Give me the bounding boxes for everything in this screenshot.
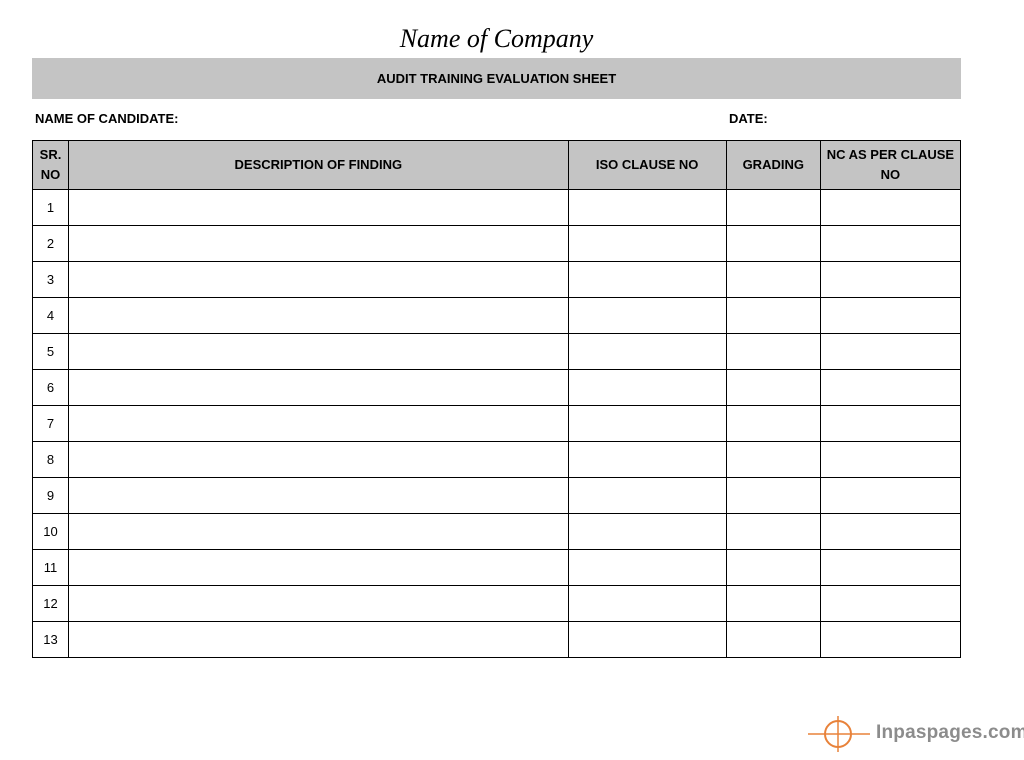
cell-iso-clause xyxy=(567,369,727,406)
header-sr-no: SR. NO xyxy=(31,140,70,190)
cell-sr-no: 3 xyxy=(31,261,70,298)
table-row: 1 xyxy=(31,189,962,226)
table-row: 2 xyxy=(31,225,962,262)
header-nc-line2: NO xyxy=(880,167,901,182)
cell-iso-clause xyxy=(567,441,727,478)
cell-grading xyxy=(725,333,821,370)
header-iso-clause: ISO CLAUSE NO xyxy=(567,140,727,190)
cell-sr-no: 5 xyxy=(31,333,70,370)
cell-sr-no: 12 xyxy=(31,585,70,622)
cell-grading xyxy=(725,585,821,622)
cell-iso-clause xyxy=(567,333,727,370)
cell-sr-no: 8 xyxy=(31,441,70,478)
cell-description xyxy=(68,513,569,550)
cell-nc-clause xyxy=(819,261,962,298)
cell-description xyxy=(68,549,569,586)
cell-sr-no: 13 xyxy=(31,621,70,658)
sheet-title-bar: AUDIT TRAINING EVALUATION SHEET xyxy=(32,58,961,99)
cell-nc-clause xyxy=(819,369,962,406)
cell-sr-no: 4 xyxy=(31,297,70,334)
cell-description xyxy=(68,333,569,370)
cell-iso-clause xyxy=(567,261,727,298)
cell-description xyxy=(68,621,569,658)
cell-description xyxy=(68,189,569,226)
cell-iso-clause xyxy=(567,549,727,586)
header-sr-line2: NO xyxy=(40,167,61,182)
cell-sr-no: 1 xyxy=(31,189,70,226)
table-row: 8 xyxy=(31,441,962,478)
cell-nc-clause xyxy=(819,621,962,658)
cell-sr-no: 2 xyxy=(31,225,70,262)
cell-description xyxy=(68,441,569,478)
cell-nc-clause xyxy=(819,333,962,370)
cell-iso-clause xyxy=(567,297,727,334)
cell-description xyxy=(68,225,569,262)
header-sr-line1: SR. xyxy=(39,147,62,162)
header-nc-clause: NC AS PER CLAUSE NO xyxy=(819,140,962,190)
cell-sr-no: 10 xyxy=(31,513,70,550)
cell-description xyxy=(68,261,569,298)
cell-grading xyxy=(725,405,821,442)
table-header-row: SR. NO DESCRIPTION OF FINDING ISO CLAUSE… xyxy=(31,140,962,190)
cell-nc-clause xyxy=(819,513,962,550)
watermark-text: Inpaspages.com xyxy=(876,722,1024,743)
cell-grading xyxy=(725,513,821,550)
header-grading: GRADING xyxy=(725,140,821,190)
table-row: 7 xyxy=(31,405,962,442)
table-row: 10 xyxy=(31,513,962,550)
cell-grading xyxy=(725,621,821,658)
cell-grading xyxy=(725,369,821,406)
cell-sr-no: 7 xyxy=(31,405,70,442)
cell-sr-no: 11 xyxy=(31,549,70,586)
header-description: DESCRIPTION OF FINDING xyxy=(68,140,569,190)
table-row: 5 xyxy=(31,333,962,370)
cell-description xyxy=(68,477,569,514)
cell-iso-clause xyxy=(567,189,727,226)
cell-nc-clause xyxy=(819,477,962,514)
table-row: 6 xyxy=(31,369,962,406)
findings-table: SR. NO DESCRIPTION OF FINDING ISO CLAUSE… xyxy=(31,140,962,658)
crosshair-icon xyxy=(808,716,870,752)
candidate-name-label: NAME OF CANDIDATE: xyxy=(35,111,179,126)
table-row: 9 xyxy=(31,477,962,514)
watermark-logo: Inpaspages.com xyxy=(806,712,1024,754)
cell-nc-clause xyxy=(819,549,962,586)
cell-description xyxy=(68,585,569,622)
cell-iso-clause xyxy=(567,621,727,658)
table-row: 4 xyxy=(31,297,962,334)
cell-iso-clause xyxy=(567,513,727,550)
header-nc-line1: NC AS PER CLAUSE xyxy=(826,147,955,162)
cell-grading xyxy=(725,549,821,586)
cell-description xyxy=(68,369,569,406)
cell-iso-clause xyxy=(567,405,727,442)
date-label: DATE: xyxy=(729,111,768,126)
cell-nc-clause xyxy=(819,585,962,622)
cell-grading xyxy=(725,261,821,298)
cell-iso-clause xyxy=(567,225,727,262)
cell-nc-clause xyxy=(819,405,962,442)
cell-description xyxy=(68,405,569,442)
cell-grading xyxy=(725,189,821,226)
cell-grading xyxy=(725,441,821,478)
cell-nc-clause xyxy=(819,441,962,478)
cell-description xyxy=(68,297,569,334)
company-name: Name of Company xyxy=(399,24,594,53)
table-row: 13 xyxy=(31,621,962,658)
cell-iso-clause xyxy=(567,477,727,514)
table-row: 11 xyxy=(31,549,962,586)
table-row: 3 xyxy=(31,261,962,298)
table-row: 12 xyxy=(31,585,962,622)
cell-nc-clause xyxy=(819,225,962,262)
cell-nc-clause xyxy=(819,297,962,334)
sheet-title: AUDIT TRAINING EVALUATION SHEET xyxy=(376,71,617,86)
cell-grading xyxy=(725,477,821,514)
cell-sr-no: 6 xyxy=(31,369,70,406)
cell-nc-clause xyxy=(819,189,962,226)
cell-grading xyxy=(725,297,821,334)
cell-iso-clause xyxy=(567,585,727,622)
cell-grading xyxy=(725,225,821,262)
cell-sr-no: 9 xyxy=(31,477,70,514)
